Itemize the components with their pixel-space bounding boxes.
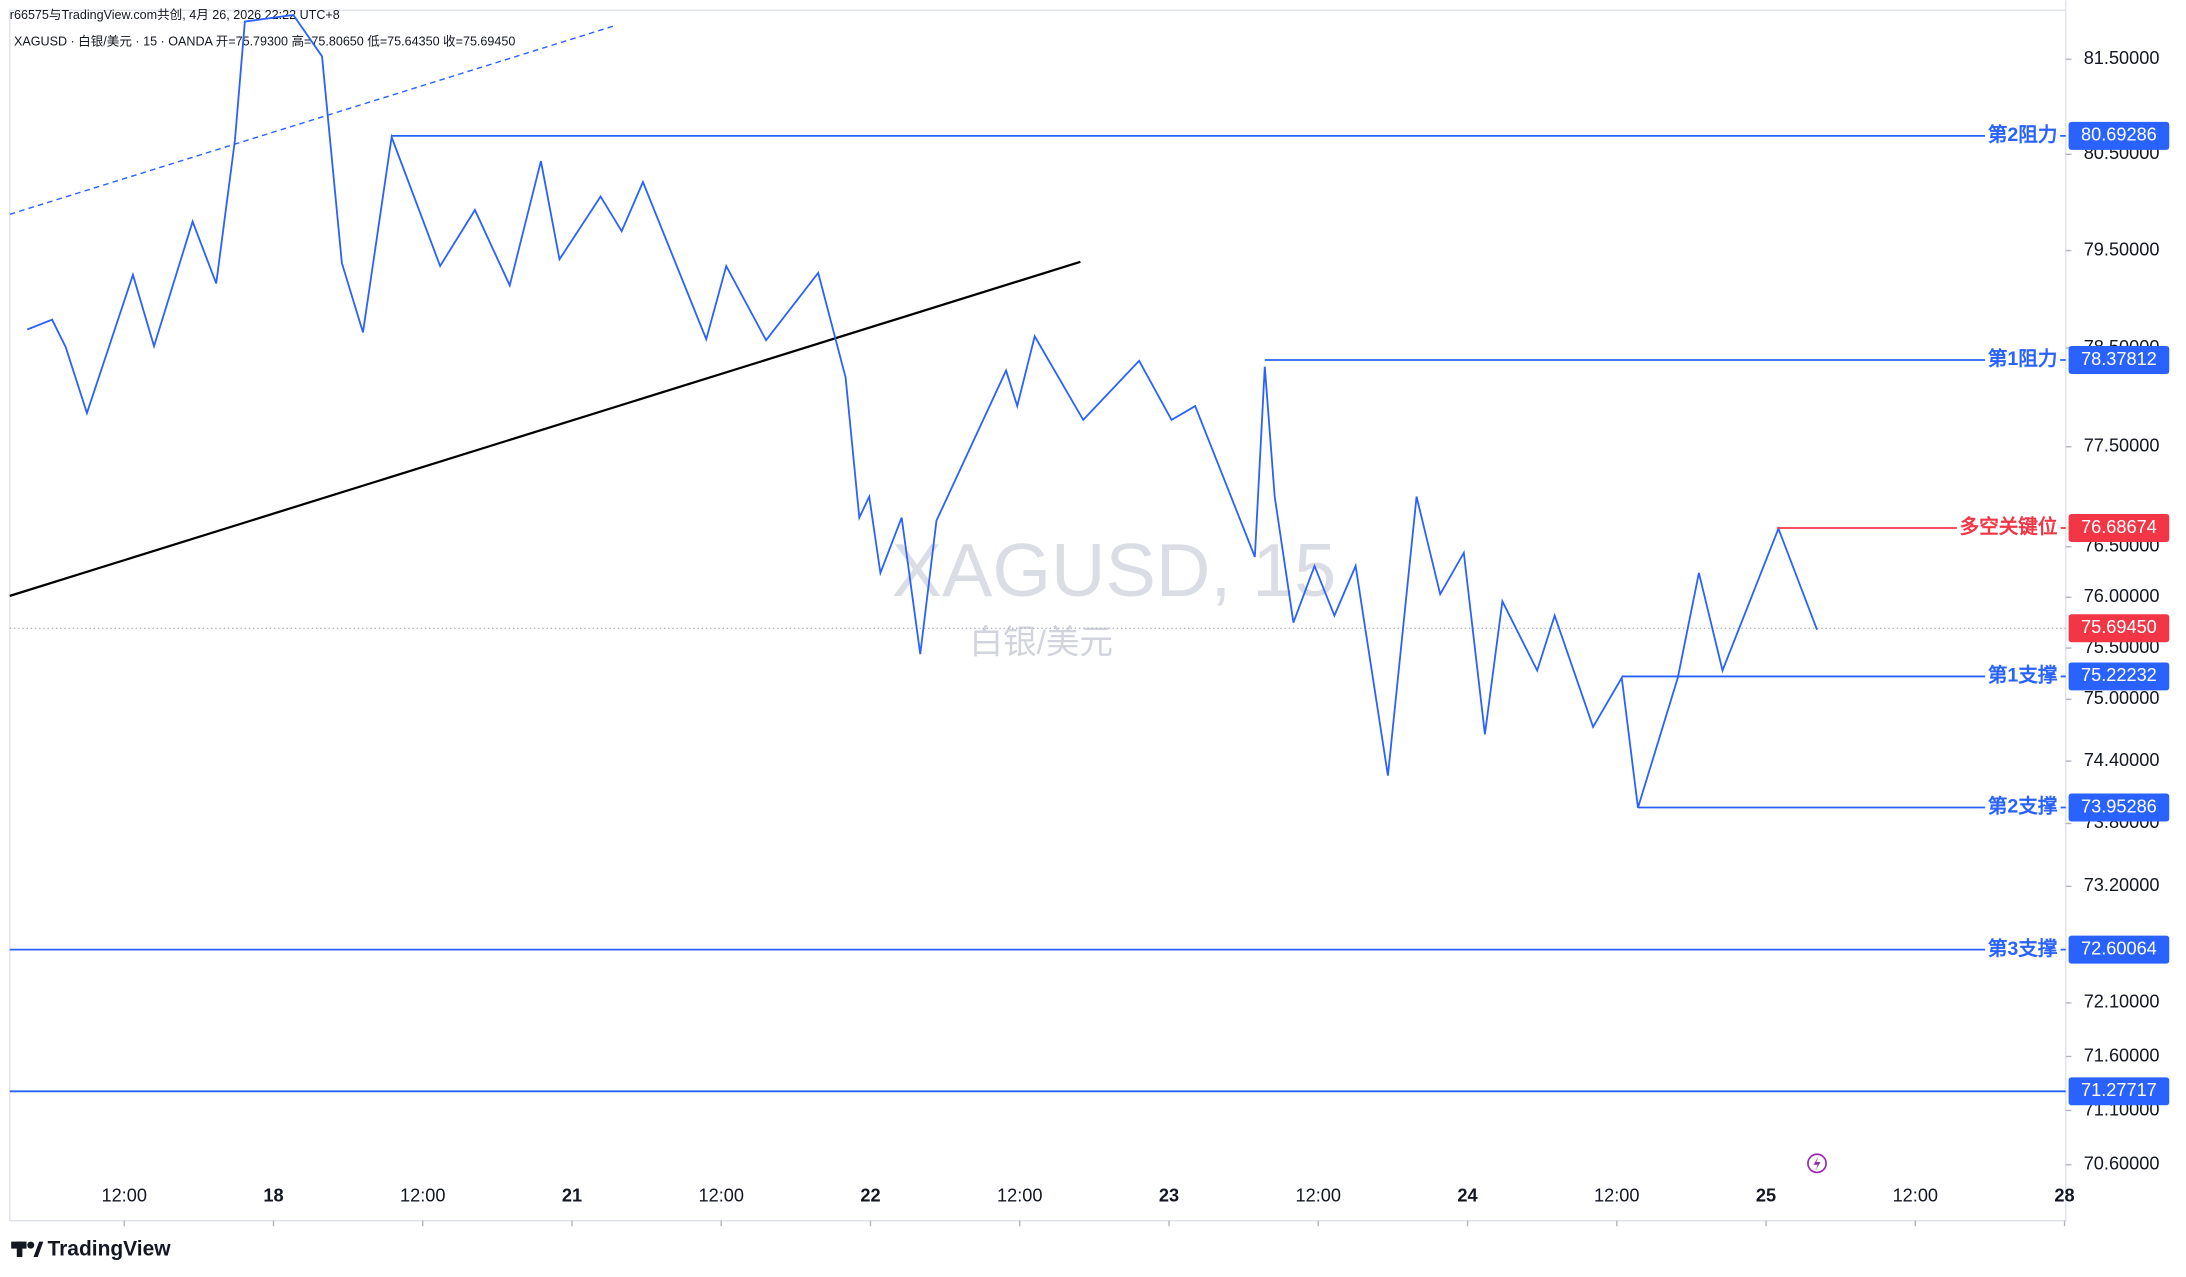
level-label-bg: [1985, 794, 2061, 818]
level-label-bg: [1956, 515, 2061, 539]
level-label: 多空关键位: [1960, 515, 2058, 538]
y-tick-label: 75.00000: [2084, 688, 2160, 708]
x-tick-label: 24: [1457, 1186, 1477, 1206]
level-label: 第3支撑: [1988, 937, 2058, 960]
price-box: [2068, 793, 2170, 822]
x-tick-label: 21: [562, 1186, 582, 1206]
price-box: [2068, 935, 2170, 964]
price-box-label: 80.69286: [2081, 125, 2157, 145]
y-tick-label: 81.50000: [2084, 48, 2160, 68]
logo-text: TradingView: [48, 1238, 172, 1261]
y-tick-label: 70.60000: [2084, 1154, 2160, 1174]
x-tick-label: 12:00: [997, 1186, 1042, 1206]
price-box-label: 78.37812: [2081, 349, 2157, 369]
logo-mark: [11, 1241, 44, 1257]
alert-icon[interactable]: [1807, 1153, 1827, 1174]
level-label-bg: [1985, 936, 2061, 960]
level-label: 第2支撑: [1988, 795, 2058, 818]
price-line: [26, 14, 1818, 809]
level-label-bg: [1985, 123, 2061, 147]
trend-line: [9, 260, 1081, 597]
current-price-box: [2068, 614, 2170, 643]
y-tick-label: 79.50000: [2084, 239, 2160, 259]
current-price-label: 75.69450: [2081, 617, 2157, 637]
x-tick-label: 12:00: [101, 1186, 146, 1206]
price-box: [2068, 1077, 2170, 1106]
x-tick-label: 12:00: [400, 1186, 445, 1206]
x-tick-label: 12:00: [1893, 1186, 1938, 1206]
price-box-label: 75.22232: [2081, 665, 2157, 685]
x-tick-label: 12:00: [699, 1186, 744, 1206]
x-tick-label: 28: [2054, 1186, 2074, 1206]
price-box-label: 76.68674: [2081, 517, 2157, 537]
level-label-bg: [1985, 347, 2061, 371]
level-label: 第2阻力: [1988, 123, 2058, 146]
trend-line-dashed: [9, 24, 616, 215]
level-label: 第1阻力: [1988, 347, 2058, 370]
x-tick-label: 12:00: [1594, 1186, 1639, 1206]
price-box: [2068, 662, 2170, 691]
y-tick-label: 74.40000: [2084, 750, 2160, 770]
x-tick-label: 12:00: [1296, 1186, 1341, 1206]
price-box-label: 71.27717: [2081, 1080, 2157, 1100]
y-tick-label: 76.00000: [2084, 586, 2160, 606]
y-tick-label: 73.20000: [2084, 875, 2160, 895]
price-box-label: 72.60064: [2081, 938, 2157, 958]
y-tick-label: 71.60000: [2084, 1045, 2160, 1065]
watermark-name: 白银/美元: [970, 624, 1113, 662]
price-box-label: 73.95286: [2081, 796, 2157, 816]
level-label: 第1支撑: [1988, 664, 2058, 687]
price-box: [2068, 346, 2170, 374]
y-tick-label: 72.10000: [2084, 992, 2160, 1012]
price-box: [2068, 121, 2170, 150]
x-tick-label: 25: [1756, 1186, 1776, 1206]
price-box: [2068, 514, 2170, 542]
level-label-bg: [1985, 663, 2061, 687]
x-tick-label: 22: [860, 1186, 880, 1206]
watermark-symbol: XAGUSD, 15: [892, 528, 1337, 612]
header-symbol: XAGUSD · 白银/美元 · 15 · OANDA 开=75.79300 高…: [14, 34, 515, 49]
x-tick-label: 23: [1159, 1186, 1179, 1206]
header-credit: r66575与TradingView.com共创, 4月 26, 2026 22…: [10, 8, 340, 22]
x-tick-label: 18: [263, 1186, 283, 1206]
y-tick-label: 77.50000: [2084, 436, 2160, 456]
